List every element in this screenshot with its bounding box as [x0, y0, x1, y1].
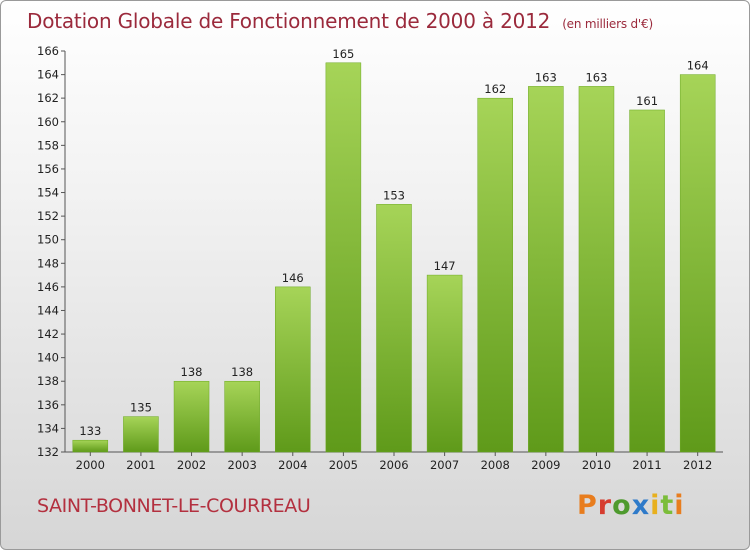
- bar-value-label: 164: [687, 59, 709, 73]
- bar: [275, 286, 311, 453]
- chart-subtitle: (en milliers d'€): [562, 17, 653, 31]
- bar: [679, 74, 716, 453]
- y-tick-label: 160: [37, 115, 59, 129]
- y-tick-label: 166: [37, 44, 59, 58]
- bar-value-label: 146: [282, 271, 304, 285]
- x-tick-label: 2006: [379, 458, 408, 472]
- y-tick-label: 154: [37, 186, 59, 200]
- chart-axes: 132 134 136 138 140 142 144 146 148 150 152 154 156 1…: [37, 44, 723, 459]
- y-tick-label: 132: [37, 445, 59, 459]
- x-tick-label: 2004: [278, 458, 307, 472]
- bar-value-label: 138: [231, 365, 253, 379]
- bar: [528, 86, 564, 453]
- bar: [376, 204, 412, 453]
- bar-value-label: 153: [383, 188, 405, 202]
- chart-labels: 133 2000 135 2001 138 2002 138 2003 146 2004 165 20…: [76, 47, 713, 472]
- x-tick-label: 2003: [228, 458, 257, 472]
- chart-title-text: Dotation Globale de Fonctionnement de 20…: [27, 9, 551, 33]
- bar-value-label: 163: [585, 70, 607, 84]
- commune-name: SAINT-BONNET-LE-COURREAU: [37, 495, 311, 517]
- logo-letter: t: [660, 490, 675, 521]
- bar: [224, 380, 260, 453]
- bar-value-label: 161: [636, 94, 658, 108]
- bar-value-label: 163: [535, 70, 557, 84]
- bar: [629, 109, 665, 453]
- x-tick-label: 2002: [177, 458, 206, 472]
- proxiti-logo[interactable]: Proxiti: [577, 490, 685, 521]
- x-tick-label: 2012: [683, 458, 712, 472]
- bar: [578, 86, 615, 453]
- y-tick-label: 162: [37, 91, 59, 105]
- chart-title: Dotation Globale de Fonctionnement de 20…: [27, 9, 653, 33]
- logo-letter: o: [612, 490, 632, 521]
- y-tick-label: 150: [37, 233, 59, 247]
- y-tick-label: 156: [37, 162, 59, 176]
- x-tick-label: 2009: [531, 458, 560, 472]
- y-tick-label: 146: [37, 280, 59, 294]
- bar: [477, 97, 513, 453]
- bar: [72, 439, 109, 453]
- bar-value-label: 147: [434, 259, 456, 273]
- y-tick-label: 158: [37, 138, 59, 152]
- y-tick-label: 164: [37, 68, 59, 82]
- x-tick-label: 2000: [76, 458, 105, 472]
- x-tick-label: 2008: [481, 458, 510, 472]
- bar-value-label: 133: [79, 424, 101, 438]
- chart-bars: [72, 62, 716, 453]
- logo-letter: r: [597, 490, 613, 521]
- y-tick-label: 144: [37, 303, 59, 317]
- x-tick-label: 2011: [632, 458, 661, 472]
- bar-value-label: 135: [130, 401, 152, 415]
- bar-value-label: 165: [332, 47, 354, 61]
- bar: [173, 380, 210, 453]
- bar: [123, 416, 159, 453]
- x-tick-label: 2007: [430, 458, 459, 472]
- bar-value-label: 162: [484, 82, 506, 96]
- logo-letter: i: [650, 490, 661, 521]
- y-tick-label: 140: [37, 351, 59, 365]
- bar: [325, 62, 362, 453]
- y-tick-label: 138: [37, 374, 59, 388]
- bar: [426, 274, 463, 453]
- y-tick-label: 142: [37, 327, 59, 341]
- y-tick-label: 148: [37, 256, 59, 270]
- y-tick-label: 152: [37, 209, 59, 223]
- logo-letter: i: [674, 490, 685, 521]
- bar-value-label: 138: [181, 365, 203, 379]
- x-tick-label: 2010: [582, 458, 611, 472]
- y-tick-label: 136: [37, 398, 59, 412]
- y-tick-label: 134: [37, 421, 59, 435]
- logo-letter: P: [577, 490, 598, 521]
- logo-letter: x: [631, 490, 651, 521]
- x-tick-label: 2001: [126, 458, 155, 472]
- x-tick-label: 2005: [329, 458, 358, 472]
